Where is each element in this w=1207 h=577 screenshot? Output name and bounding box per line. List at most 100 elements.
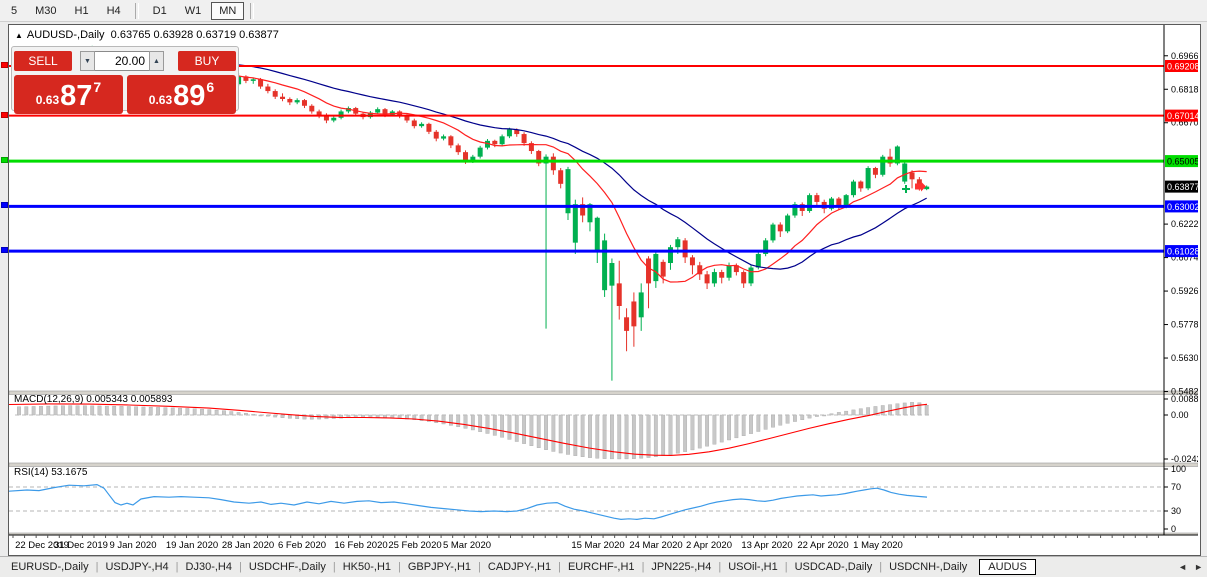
macd-bar: [170, 407, 175, 416]
candle-body: [836, 198, 842, 207]
chart-tab-dj30[interactable]: DJ30-,H4: [185, 561, 232, 573]
macd-bar: [470, 414, 475, 431]
sell-price-box[interactable]: 0.63 87 7: [14, 75, 123, 114]
chart-tab-cadjpy[interactable]: CADJPY-,H1: [487, 561, 552, 573]
chart-tab-gbpjpy[interactable]: GBPJPY-,H1: [407, 561, 472, 573]
chart-tab-usdcad[interactable]: USDCAD-,Daily: [794, 561, 873, 573]
date-label: 31 Dec 2019: [54, 540, 108, 551]
ma-slow-line: [194, 61, 927, 270]
macd-bar: [448, 414, 453, 426]
candle-body: [441, 136, 447, 139]
macd-bar: [661, 414, 666, 456]
macd-bar: [500, 414, 505, 438]
tab-separator: |: [784, 561, 788, 573]
macd-bar: [551, 414, 556, 452]
level-line-edge-marker[interactable]: [1, 62, 8, 68]
trade-arrow-marker: [915, 181, 926, 192]
rsi-indicator-label: RSI(14) 53.1675: [14, 467, 88, 478]
macd-bar: [646, 414, 651, 458]
timeframe-button-d1[interactable]: D1: [152, 4, 167, 17]
macd-bar: [683, 414, 688, 452]
candle-body: [455, 145, 461, 153]
volume-decrease-button[interactable]: ▼: [80, 51, 95, 71]
macd-bar: [68, 405, 73, 416]
buy-price-box[interactable]: 0.63 89 6: [127, 75, 236, 114]
timeframe-toolbar: 5 M30 H1 H4 D1 W1 MN: [0, 0, 1207, 22]
candle-body: [638, 292, 644, 318]
candle-body: [777, 224, 783, 232]
macd-bar: [558, 414, 563, 454]
macd-bar: [727, 414, 731, 441]
chart-tab-eurusd[interactable]: EURUSD-,Daily: [11, 561, 89, 573]
buy-price-prefix: 0.63: [148, 93, 173, 107]
macd-bar: [156, 407, 160, 416]
timeframe-button-m30[interactable]: M30: [35, 4, 57, 17]
timeframe-button-h1[interactable]: H1: [74, 4, 89, 17]
level-line-edge-marker[interactable]: [1, 202, 8, 209]
macd-bar: [639, 414, 644, 459]
macd-bar: [163, 407, 168, 416]
macd-histogram: [17, 402, 929, 460]
chart-tab-usdchf[interactable]: USDCHF-,Daily: [248, 561, 326, 573]
chevron-up-icon: ▲: [153, 57, 160, 65]
macd-bar: [668, 414, 673, 455]
candle-body: [265, 86, 271, 92]
macd-bar: [778, 414, 783, 426]
macd-signal-line: [9, 403, 928, 456]
rsi-line: [9, 483, 928, 521]
timeframe-button-h4[interactable]: H4: [106, 4, 121, 17]
date-label: 15 Mar 2020: [571, 540, 624, 551]
candle-body: [697, 265, 703, 275]
tab-separator: |: [879, 561, 883, 573]
buy-button[interactable]: BUY: [178, 51, 236, 71]
chevron-down-icon: ▼: [84, 57, 91, 65]
trade-panel-top-row: SELL ▼ ▲ BUY: [12, 47, 238, 73]
timeframe-button-mn[interactable]: MN: [211, 1, 245, 20]
chart-tab-jpn225[interactable]: JPN225-,H4: [651, 561, 712, 573]
tab-separator: |: [332, 561, 336, 573]
level-line-edge-marker[interactable]: [1, 157, 8, 164]
macd-bar: [214, 409, 219, 416]
macd-bar: [734, 414, 739, 439]
sell-button[interactable]: SELL: [14, 51, 72, 71]
price-badge: [1165, 200, 1198, 213]
macd-bar: [126, 406, 131, 416]
macd-bar: [580, 414, 585, 457]
macd-bar: [522, 414, 526, 444]
chart-tab-usoil[interactable]: USOil-,H1: [728, 561, 778, 573]
timeframe-button-w1[interactable]: W1: [184, 4, 202, 17]
macd-bar: [653, 414, 658, 457]
candle-body: [558, 170, 564, 184]
level-line-edge-marker[interactable]: [1, 111, 8, 118]
volume-input[interactable]: [95, 51, 149, 71]
chart-tab-eurchf[interactable]: EURCHF-,H1: [567, 561, 635, 573]
macd-bar: [265, 414, 270, 417]
level-line-edge-marker[interactable]: [1, 247, 8, 254]
macd-bar: [741, 414, 746, 436]
candle-body: [726, 265, 732, 278]
chart-tab-usdcnh[interactable]: USDCNH-,Daily: [889, 561, 968, 573]
macd-bar: [104, 405, 109, 416]
pane-separator[interactable]: [9, 462, 1198, 467]
rsi-axis-label: 100: [1171, 464, 1186, 474]
chart-tab-hk50[interactable]: HK50-,H1: [342, 561, 391, 573]
chart-tab-active-audusd[interactable]: AUDUS: [979, 559, 1036, 575]
volume-increase-button[interactable]: ▲: [149, 51, 164, 71]
chart-tab-usdjpy[interactable]: USDJPY-,H4: [105, 561, 169, 573]
pane-separator[interactable]: [9, 390, 1198, 395]
macd-bar: [90, 405, 95, 416]
timeframe-button-5[interactable]: 5: [11, 4, 18, 17]
tab-scroll-right-icon[interactable]: ►: [1194, 562, 1203, 572]
tab-scroll-left-icon[interactable]: ◄: [1178, 562, 1188, 572]
candle-body: [382, 109, 388, 115]
sell-price-prefix: 0.63: [35, 93, 60, 107]
